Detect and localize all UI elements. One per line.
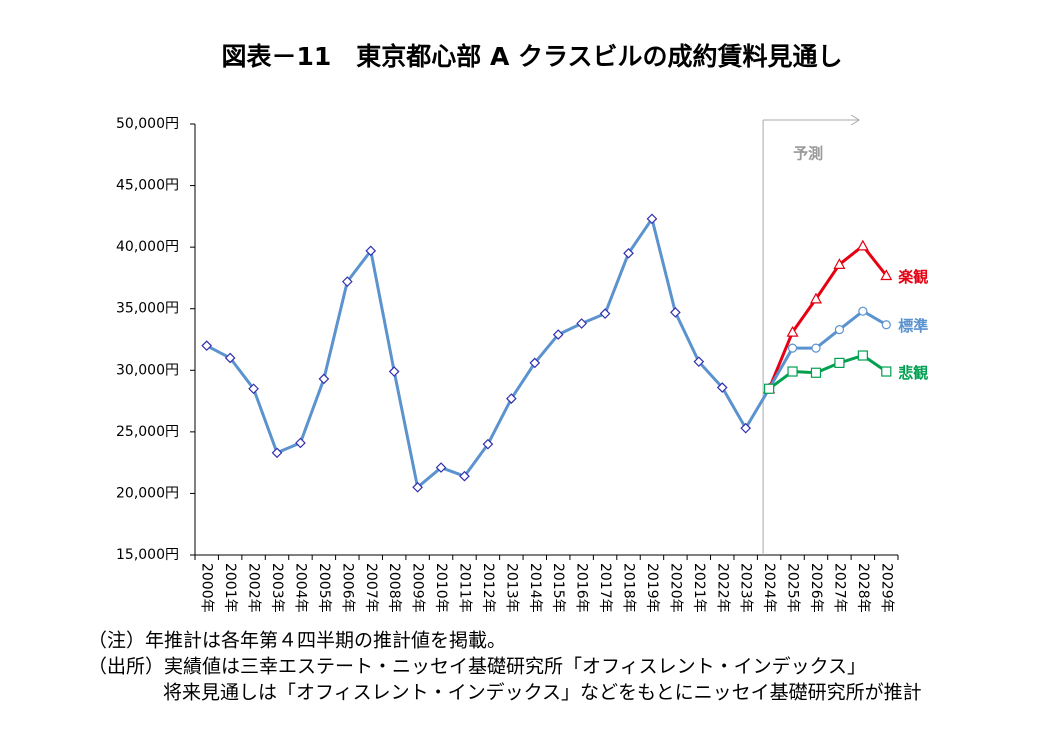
x-tick-label: 2006年 xyxy=(339,563,355,613)
x-tick-label: 2027年 xyxy=(831,563,847,613)
marker xyxy=(693,356,705,368)
marker xyxy=(365,245,377,257)
marker xyxy=(811,343,821,353)
marker xyxy=(248,383,259,395)
x-tick-label: 2004年 xyxy=(292,563,308,613)
x-tick-label: 2013年 xyxy=(503,563,519,613)
y-tick-label: 50,000円 xyxy=(116,116,179,132)
note: （出所）実績値は三幸エステート・ニッセイ基礎研究所「オフィスレント・インデックス… xyxy=(88,656,866,678)
marker xyxy=(271,447,283,459)
marker xyxy=(810,367,822,378)
x-tick-label: 2020年 xyxy=(667,563,683,613)
x-tick-label: 2017年 xyxy=(597,563,613,613)
x-tick-label: 2003年 xyxy=(269,563,285,613)
marker xyxy=(341,276,353,287)
y-tick-label: 45,000円 xyxy=(116,178,179,194)
x-tick-label: 2024年 xyxy=(761,563,777,613)
x-tick-label: 2012年 xyxy=(480,563,496,613)
x-tick-label: 2014年 xyxy=(527,563,543,613)
y-tick-label: 25,000円 xyxy=(116,424,179,440)
marker xyxy=(833,258,846,269)
marker xyxy=(599,308,611,319)
marker xyxy=(295,437,306,449)
x-tick-label: 2007年 xyxy=(363,563,379,613)
marker xyxy=(224,352,236,364)
marker xyxy=(529,357,541,369)
x-tick-label: 2002年 xyxy=(246,563,262,613)
x-tick-label: 2001年 xyxy=(222,563,238,613)
x-tick-label: 2029年 xyxy=(878,563,894,613)
marker xyxy=(459,470,470,482)
chart-title: 図表－11 東京都心部 A クラスビルの成約賃料見通し xyxy=(221,42,842,71)
x-tick-label: 2018年 xyxy=(621,563,637,613)
y-tick-label: 40,000円 xyxy=(116,239,179,255)
marker xyxy=(646,213,658,225)
marker xyxy=(670,307,681,318)
y-tick-label: 15,000円 xyxy=(116,547,179,563)
marker xyxy=(506,393,517,404)
x-tick-label: 2025年 xyxy=(785,563,801,613)
x-tick-label: 2011年 xyxy=(456,563,472,613)
marker xyxy=(880,269,893,281)
x-tick-label: 2008年 xyxy=(386,563,402,613)
x-tick-label: 2010年 xyxy=(433,563,449,613)
x-tick-label: 2022年 xyxy=(714,563,730,613)
marker xyxy=(881,366,892,377)
x-tick-label: 2015年 xyxy=(550,563,566,613)
marker xyxy=(858,306,868,316)
marker xyxy=(809,292,823,304)
y-tick-label: 20,000円 xyxy=(116,485,179,501)
marker xyxy=(787,343,798,353)
marker xyxy=(786,325,799,337)
marker xyxy=(881,320,891,330)
marker xyxy=(318,373,330,385)
note: （注）年推計は各年第４四半期の推計値を掲載。 xyxy=(88,630,506,652)
series-line xyxy=(206,215,888,491)
x-tick-label: 2016年 xyxy=(574,563,590,613)
marker xyxy=(716,382,728,393)
y-tick-label: 30,000円 xyxy=(116,362,179,378)
marker xyxy=(412,481,423,493)
marker xyxy=(576,318,587,329)
series-label: 標準 xyxy=(898,317,928,335)
marker xyxy=(834,325,845,335)
marker xyxy=(857,350,868,361)
y-tick-label: 35,000円 xyxy=(116,301,179,317)
x-tick-label: 2021年 xyxy=(691,563,707,613)
marker xyxy=(834,357,845,368)
x-tick-label: 2009年 xyxy=(410,563,426,613)
x-tick-label: 2019年 xyxy=(644,563,660,613)
marker xyxy=(552,329,564,340)
x-tick-label: 2000年 xyxy=(199,563,215,613)
x-tick-label: 2005年 xyxy=(316,563,332,613)
note: 将来見通しは「オフィスレント・インデックス」などをもとにニッセイ基礎研究所が推計 xyxy=(163,682,922,704)
marker xyxy=(435,462,447,473)
forecast-label: 予測 xyxy=(793,145,823,163)
series-label: 楽観 xyxy=(898,268,928,286)
x-tick-label: 2023年 xyxy=(738,563,754,613)
marker xyxy=(388,366,400,377)
marker xyxy=(623,247,634,259)
marker xyxy=(482,438,494,450)
marker xyxy=(764,383,775,394)
x-tick-label: 2026年 xyxy=(808,563,824,613)
series-label: 悲観 xyxy=(898,364,928,382)
marker xyxy=(856,239,869,251)
series-line xyxy=(767,243,888,390)
marker xyxy=(201,340,213,352)
x-tick-label: 2028年 xyxy=(855,563,871,613)
marker xyxy=(787,366,798,377)
forecast-arrow-head xyxy=(850,114,861,126)
marker xyxy=(740,422,752,434)
